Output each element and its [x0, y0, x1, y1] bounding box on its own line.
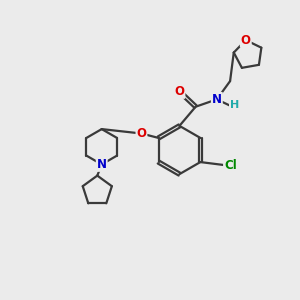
Text: O: O	[136, 127, 146, 140]
Text: N: N	[212, 93, 222, 106]
Text: H: H	[230, 100, 239, 110]
Text: O: O	[174, 85, 184, 98]
Text: O: O	[241, 34, 251, 46]
Text: N: N	[97, 158, 107, 171]
Text: Cl: Cl	[224, 158, 237, 172]
